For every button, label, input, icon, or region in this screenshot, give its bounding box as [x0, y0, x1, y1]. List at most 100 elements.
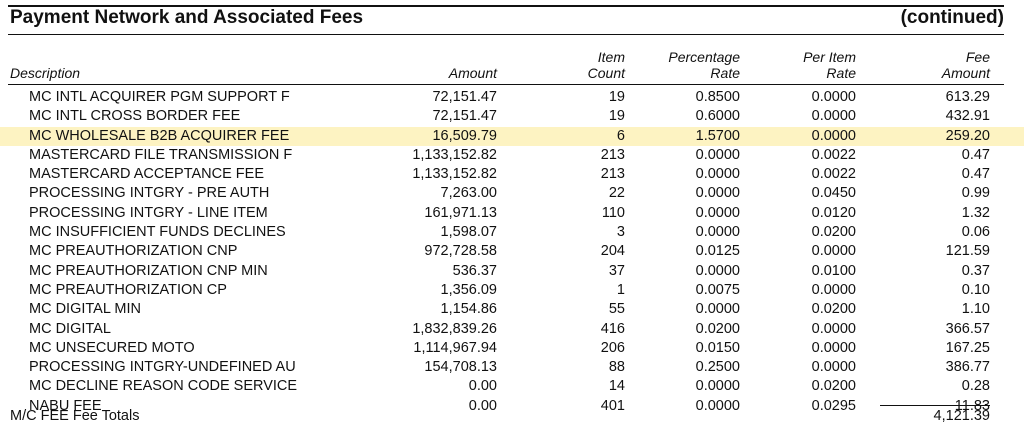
table-row: MASTERCARD ACCEPTANCE FEE 1,133,152.82 213… [0, 165, 1024, 184]
row-per-item-rate: 0.0200 [811, 378, 856, 395]
row-fee-amount: 613.29 [945, 89, 990, 105]
row-description: MC DECLINE REASON CODE SERVICE [29, 378, 298, 395]
row-description: PROCESSING INTGRY - PRE AUTH [29, 185, 270, 202]
row-item-count: 37 [608, 262, 625, 279]
row-amount: 1,832,839.26 [412, 320, 497, 337]
row-fee-amount: 1.32 [961, 204, 990, 221]
row-amount: 0.00 [468, 378, 497, 395]
row-description: MC PREAUTHORIZATION CNP MIN [29, 262, 268, 279]
row-item-count: 110 [601, 204, 625, 221]
row-per-item-rate: 0.0000 [811, 243, 856, 260]
row-per-item-rate: 0.0000 [811, 89, 856, 105]
title-rule [8, 34, 1004, 35]
row-amount: 1,114,967.94 [413, 339, 497, 356]
col-header-fee-amount: Fee Amount [942, 49, 990, 81]
row-percentage-rate: 0.0000 [695, 262, 740, 279]
row-item-count: 213 [600, 146, 625, 163]
row-item-count: 55 [608, 301, 625, 318]
col-header-per-item-rate-line1: Per Item [803, 49, 856, 65]
row-per-item-rate: 0.0450 [811, 185, 856, 202]
row-percentage-rate: 0.0000 [695, 146, 740, 163]
row-per-item-rate: 0.0100 [811, 262, 856, 279]
row-description: MC INTL CROSS BORDER FEE [29, 108, 241, 125]
row-per-item-rate: 0.0295 [811, 397, 856, 414]
table-row-highlighted: MC WHOLESALE B2B ACQUIRER FEE 16,509.79 6 1… [0, 126, 1024, 146]
row-description: PROCESSING INTGRY - LINE ITEM [29, 204, 268, 221]
row-amount: 7,263.00 [440, 185, 497, 202]
table-row: PROCESSING INTGRY - PRE AUTH 7,263.00 22 0.… [0, 184, 1024, 203]
table-row: MC INTL ACQUIRER PGM SUPPORT F 72,151.47 1… [0, 88, 1024, 107]
top-rule [8, 5, 1004, 7]
row-amount: 16,509.79 [432, 127, 497, 144]
row-description: MC DIGITAL [29, 320, 111, 337]
row-amount: 1,154.86 [440, 301, 497, 318]
row-per-item-rate: 0.0022 [811, 166, 856, 183]
table-row: MC DECLINE REASON CODE SERVICE 0.00 14 0.00… [0, 377, 1024, 396]
col-header-percentage-rate-line2: Rate [710, 65, 740, 81]
row-percentage-rate: 0.0000 [695, 185, 740, 202]
row-description: MC UNSECURED MOTO [29, 339, 195, 356]
header-rule [8, 84, 1004, 85]
col-header-per-item-rate-line2: Rate [826, 65, 856, 81]
row-item-count: 88 [608, 359, 625, 376]
row-item-count: 204 [600, 243, 625, 260]
row-percentage-rate: 0.0000 [695, 397, 740, 414]
row-percentage-rate: 0.0125 [695, 243, 740, 260]
totals-value: 4,121.39 [933, 408, 990, 424]
col-header-fee-amount-line1: Fee [965, 49, 990, 65]
row-amount: 161,971.13 [424, 204, 497, 221]
section-title: Payment Network and Associated Fees [10, 7, 364, 28]
row-per-item-rate: 0.0000 [811, 339, 856, 356]
row-fee-amount: 0.06 [961, 224, 990, 241]
row-description: MC DIGITAL MIN [29, 301, 141, 318]
row-description: MC PREAUTHORIZATION CP [29, 281, 227, 298]
table-row: MC UNSECURED MOTO 1,114,967.94 206 0.0150 0.… [0, 339, 1024, 358]
row-item-count: 19 [608, 89, 625, 105]
row-percentage-rate: 0.0000 [695, 166, 740, 183]
row-description: MC WHOLESALE B2B ACQUIRER FEE [29, 127, 290, 144]
row-item-count: 213 [600, 166, 625, 183]
row-item-count: 19 [608, 108, 625, 125]
row-description: MC INSUFFICIENT FUNDS DECLINES [29, 224, 286, 241]
row-per-item-rate: 0.0000 [811, 359, 856, 376]
row-percentage-rate: 0.2500 [695, 359, 740, 376]
row-fee-amount: 0.37 [961, 262, 990, 279]
row-per-item-rate: 0.0000 [811, 281, 856, 298]
row-description: NABU FEE [29, 397, 102, 414]
table-row: NABU FEE 0.00 401 0.0000 0.0295 11.83 [0, 397, 1024, 416]
row-amount: 72,151.47 [432, 89, 497, 105]
table-row: MC PREAUTHORIZATION CNP MIN 536.37 37 0.000… [0, 262, 1024, 281]
row-percentage-rate: 0.0000 [695, 224, 740, 241]
row-per-item-rate: 0.0120 [811, 204, 856, 221]
row-item-count: 14 [608, 378, 625, 395]
row-item-count: 6 [616, 127, 625, 144]
row-percentage-rate: 0.0075 [695, 281, 740, 298]
col-header-percentage-rate: Percentage Rate [668, 49, 740, 81]
row-fee-amount: 0.47 [961, 166, 990, 183]
col-header-amount: Amount [448, 65, 497, 81]
table-row: MC DIGITAL 1,832,839.26 416 0.0200 0.0000 366… [0, 320, 1024, 339]
row-fee-amount: 0.28 [961, 378, 990, 395]
row-amount: 1,598.07 [440, 224, 497, 241]
row-description: PROCESSING INTGRY-UNDEFINED AU [29, 359, 296, 376]
table-row: PROCESSING INTGRY - LINE ITEM 161,971.13 1… [0, 204, 1024, 223]
row-percentage-rate: 0.0000 [695, 301, 740, 318]
fee-total-rule [880, 405, 990, 406]
row-fee-amount: 167.25 [945, 339, 990, 356]
row-percentage-rate: 0.0000 [695, 378, 740, 395]
row-item-count: 22 [608, 185, 625, 202]
col-header-item-count: Item Count [588, 49, 625, 81]
row-percentage-rate: 0.0000 [695, 204, 740, 221]
fee-table-body: MC INTL ACQUIRER PGM SUPPORT F 72,151.47 1… [0, 88, 1024, 416]
totals-label: M/C FEE Fee Totals [10, 408, 140, 424]
row-description: MC PREAUTHORIZATION CNP [29, 243, 238, 260]
row-fee-amount: 386.77 [945, 359, 990, 376]
row-description: MASTERCARD FILE TRANSMISSION F [29, 146, 293, 163]
row-item-count: 3 [616, 224, 625, 241]
row-percentage-rate: 1.5700 [695, 127, 740, 144]
row-fee-amount: 0.47 [961, 146, 990, 163]
row-per-item-rate: 0.0000 [811, 108, 856, 125]
col-header-fee-amount-line2: Amount [941, 65, 990, 81]
row-fee-amount: 259.20 [945, 127, 990, 144]
row-percentage-rate: 0.8500 [695, 89, 740, 105]
